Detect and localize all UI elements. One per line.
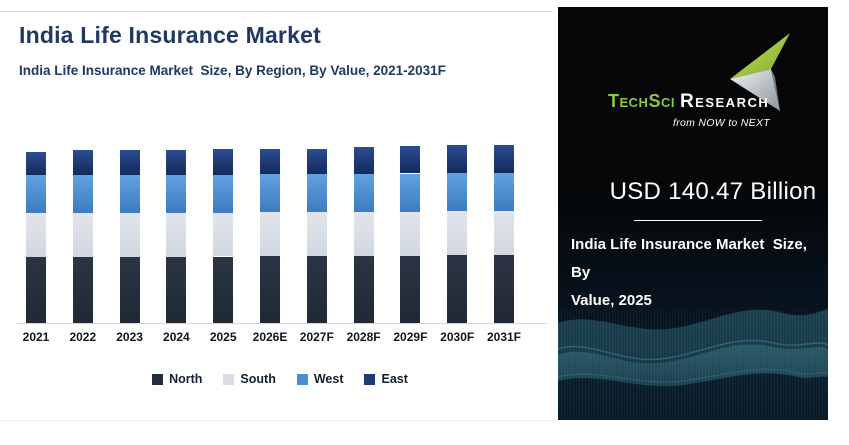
legend-label-south: South: [240, 372, 276, 386]
x-axis-label-2023: 2023: [116, 330, 143, 344]
bar-segment-north-2030F: [447, 255, 468, 323]
x-axis-label-2027F: 2027F: [299, 330, 334, 344]
legend-item-south: South: [223, 372, 276, 386]
bar-segment-east-2030F: [447, 145, 468, 174]
bar-segment-east-2028F: [353, 147, 374, 174]
bar-segment-south-2029F: [400, 211, 421, 256]
caption-line-1: India Life Insurance Market Size, By: [571, 236, 812, 281]
x-axis-label-2031F: 2031F: [486, 330, 522, 344]
legend-swatch-east: [364, 373, 376, 385]
bar-segment-east-2023: [119, 149, 140, 175]
bar-segment-east-2027F: [306, 148, 327, 175]
bar-segment-south-2023: [119, 213, 140, 257]
bar-segment-north-2031F: [494, 255, 514, 323]
bar-segment-north-2024: [166, 256, 187, 323]
chart-legend: North South West East: [20, 372, 540, 386]
x-axis-label-2022: 2022: [69, 330, 97, 344]
bar-segment-south-2022: [72, 213, 93, 257]
bar-segment-south-2028F: [353, 211, 374, 256]
bar-segment-west-2028F: [353, 173, 374, 212]
highlight-divider: [634, 220, 762, 221]
bar-segment-south-2024: [166, 213, 187, 257]
bar-segment-north-2023: [119, 256, 140, 323]
bar-segment-west-2021: [26, 175, 46, 214]
bar-segment-west-2025: [213, 174, 234, 213]
brand-wordmark: TechSci Research: [608, 91, 769, 113]
bar-segment-north-2029F: [400, 255, 421, 323]
x-axis-label-2026E: 2026E: [252, 330, 288, 344]
legend-swatch-south: [223, 373, 235, 385]
stacked-bar-chart: 2021 2022 2023 2024 2025 2026E 2027F 2028F 2029F…: [17, 144, 547, 344]
legend-swatch-north: [152, 373, 164, 385]
techsci-arrow-icon: [730, 33, 790, 111]
bar-segment-west-2026E: [260, 174, 280, 213]
market-value-highlight: USD 140.47 Billion: [609, 178, 817, 205]
techsci-logo: TechSci Research from NOW to NEXT: [558, 7, 828, 137]
bar-segment-south-2026E: [260, 212, 280, 256]
bar-segment-north-2025: [213, 256, 234, 323]
bar-segment-east-2024: [166, 149, 187, 175]
bar-segment-west-2024: [166, 175, 187, 213]
bar-segment-south-2027F: [306, 212, 327, 256]
legend-item-east: East: [364, 372, 408, 386]
bar-segment-north-2027F: [306, 256, 327, 323]
bar-segment-south-2031F: [494, 211, 514, 255]
legend-label-north: North: [169, 372, 203, 386]
bar-segment-north-2021: [26, 256, 46, 323]
bar-segment-west-2027F: [306, 174, 327, 213]
bar-segment-east-2025: [213, 149, 234, 175]
bar-segment-north-2022: [72, 256, 93, 323]
x-axis-line: [17, 323, 547, 324]
x-axis-label-2024: 2024: [163, 330, 190, 344]
bar-segment-west-2031F: [494, 173, 514, 212]
page-title: India Life Insurance Market: [19, 22, 321, 48]
bar-segment-east-2031F: [494, 144, 514, 174]
bottom-divider: [0, 420, 553, 421]
brand-primary-text: TechSci: [608, 91, 675, 111]
x-axis-label-2030F: 2030F: [440, 330, 475, 344]
bar-segment-west-2022: [72, 175, 93, 213]
x-axis-label-2028F: 2028F: [346, 330, 381, 344]
bar-segment-east-2026E: [260, 148, 280, 175]
bar-segment-west-2023: [119, 175, 140, 213]
legend-label-west: West: [313, 372, 344, 386]
bar-segment-south-2025: [213, 212, 234, 257]
chart-subtitle: India Life Insurance Market Size, By Reg…: [19, 63, 446, 78]
bar-segment-east-2021: [26, 152, 46, 176]
caption-line-2: Value, 2025: [571, 292, 652, 309]
legend-swatch-west: [296, 373, 308, 385]
bar-segment-east-2022: [72, 150, 93, 175]
brand-panel: TechSci Research from NOW to NEXT USD 140…: [558, 7, 828, 420]
x-axis-label-2025: 2025: [209, 330, 237, 344]
x-axis-label-2021: 2021: [22, 330, 50, 344]
legend-label-east: East: [381, 372, 408, 386]
bar-segment-east-2029F: [400, 146, 421, 174]
bar-segment-south-2021: [26, 213, 46, 257]
legend-item-west: West: [296, 372, 344, 386]
bar-segment-west-2029F: [400, 173, 421, 212]
chart-panel: India Life Insurance Market India Life I…: [0, 11, 553, 421]
bar-segment-west-2030F: [447, 173, 468, 212]
x-axis-label-2029F: 2029F: [393, 330, 428, 344]
highlight-caption: India Life Insurance Market Size, By Valu…: [571, 231, 819, 315]
top-divider: [0, 11, 553, 12]
brand-tagline: from NOW to NEXT: [673, 117, 770, 129]
bar-segment-north-2028F: [353, 255, 374, 323]
brand-secondary-text: Research: [679, 91, 770, 112]
legend-item-north: North: [152, 372, 202, 386]
wave-mesh-texture: [558, 310, 828, 420]
wave-pattern: [558, 309, 828, 420]
bar-segment-south-2030F: [447, 211, 468, 255]
bar-segment-north-2026E: [260, 256, 280, 323]
